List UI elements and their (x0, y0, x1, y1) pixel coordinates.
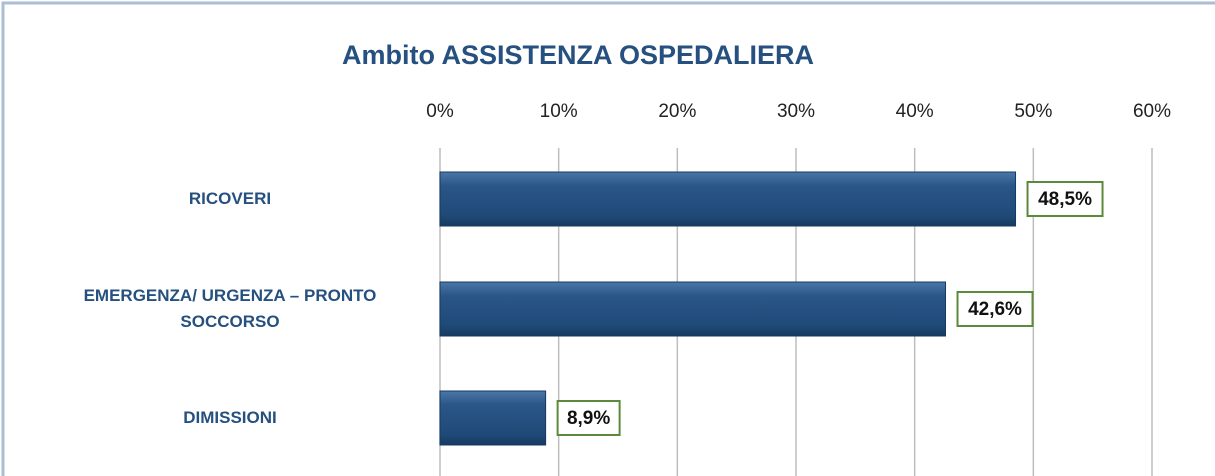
x-tick-label: 30% (777, 101, 815, 122)
value-label: 48,5% (1038, 189, 1092, 210)
bar (439, 281, 947, 337)
x-tick-label: 20% (658, 101, 696, 122)
value-label-box (1026, 181, 1104, 217)
x-tick-label: 0% (426, 101, 454, 122)
y-tick-label: RICOVERI (188, 189, 272, 208)
x-tick-label: 60% (1133, 101, 1171, 122)
chart-title: Ambito ASSISTENZA OSPEDALIERA (342, 40, 814, 70)
x-tick-label: 40% (896, 101, 934, 122)
y-tick-label: DIMISSIONI (183, 408, 277, 427)
x-tick-label: 50% (1014, 101, 1052, 122)
value-label: 8,9% (567, 408, 610, 429)
x-tick-label: 10% (540, 101, 578, 122)
y-tick-label: EMERGENZA/ URGENZA – PRONTO SOCCORSO (83, 286, 377, 331)
bar (439, 390, 547, 446)
value-label-box (556, 400, 621, 436)
bar (439, 171, 1017, 227)
value-label-box (956, 291, 1034, 327)
value-label: 42,6% (968, 299, 1022, 320)
